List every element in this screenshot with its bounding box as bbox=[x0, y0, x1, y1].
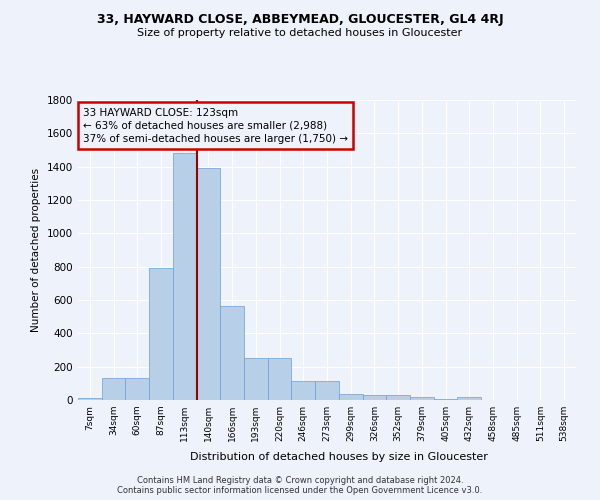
Bar bbox=[386, 395, 410, 400]
Bar bbox=[102, 378, 125, 400]
Text: 33 HAYWARD CLOSE: 123sqm
← 63% of detached houses are smaller (2,988)
37% of sem: 33 HAYWARD CLOSE: 123sqm ← 63% of detach… bbox=[83, 108, 348, 144]
Bar bbox=[244, 358, 268, 400]
Bar bbox=[457, 396, 481, 400]
Bar bbox=[173, 154, 197, 400]
Text: Contains HM Land Registry data © Crown copyright and database right 2024.: Contains HM Land Registry data © Crown c… bbox=[137, 476, 463, 485]
Bar bbox=[315, 381, 339, 400]
Bar bbox=[149, 268, 173, 400]
Y-axis label: Number of detached properties: Number of detached properties bbox=[31, 168, 41, 332]
Text: 33, HAYWARD CLOSE, ABBEYMEAD, GLOUCESTER, GL4 4RJ: 33, HAYWARD CLOSE, ABBEYMEAD, GLOUCESTER… bbox=[97, 12, 503, 26]
Bar bbox=[197, 168, 220, 400]
Bar bbox=[410, 396, 434, 400]
Text: Distribution of detached houses by size in Gloucester: Distribution of detached houses by size … bbox=[190, 452, 488, 462]
Text: Size of property relative to detached houses in Gloucester: Size of property relative to detached ho… bbox=[137, 28, 463, 38]
Bar bbox=[292, 381, 315, 400]
Bar bbox=[220, 306, 244, 400]
Bar bbox=[434, 399, 457, 400]
Bar bbox=[125, 378, 149, 400]
Bar bbox=[268, 358, 292, 400]
Bar bbox=[339, 394, 362, 400]
Bar bbox=[78, 398, 102, 400]
Text: Contains public sector information licensed under the Open Government Licence v3: Contains public sector information licen… bbox=[118, 486, 482, 495]
Bar bbox=[362, 395, 386, 400]
